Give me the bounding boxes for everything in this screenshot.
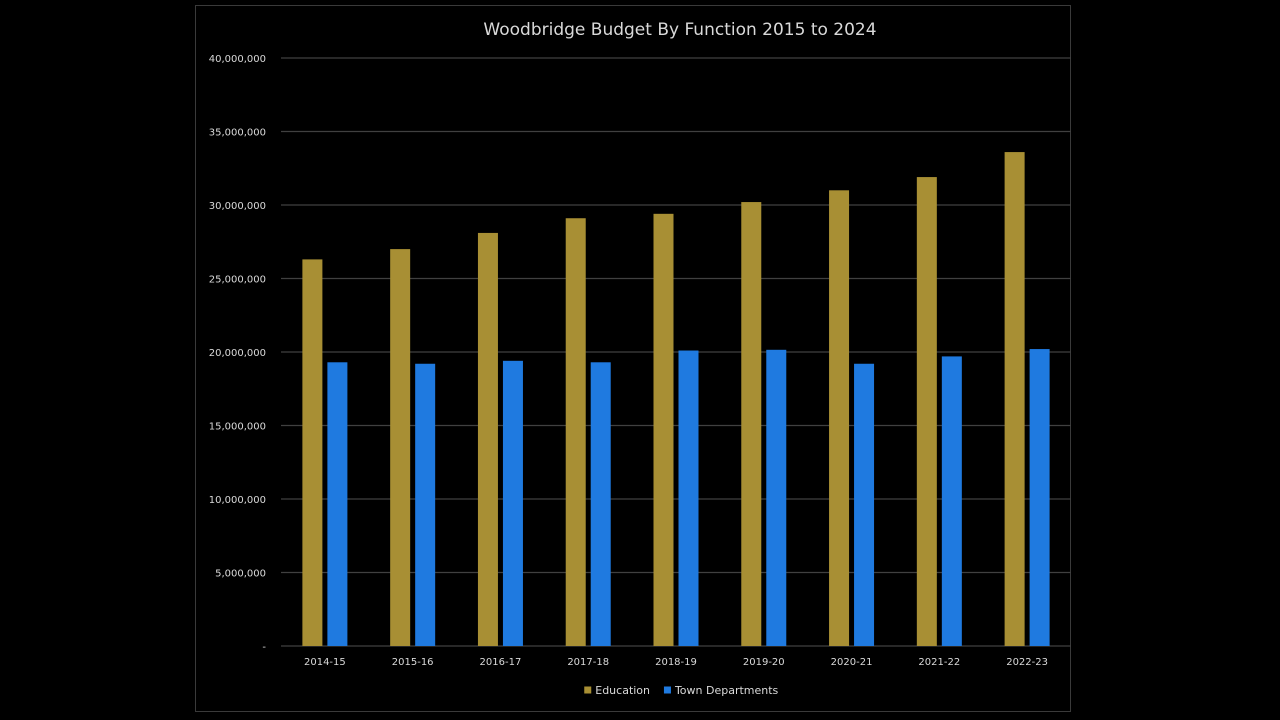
y-tick-label: 20,000,000: [209, 348, 266, 359]
bar-education-2014-15: [302, 259, 323, 646]
x-tick-label: 2022-23: [1006, 657, 1048, 668]
legend-label: Town Departments: [674, 684, 779, 697]
bar-town-departments-2015-16: [415, 363, 436, 646]
bar-education-2021-22: [916, 177, 937, 646]
x-tick-label: 2018-19: [655, 657, 697, 668]
bar-education-2018-19: [653, 213, 674, 646]
x-axis-tick-labels: 2014-15 2015-16 2016-17 2017-18 2018-19 2019-…: [304, 657, 1048, 668]
legend: Education Town Departments: [584, 684, 779, 697]
bar-town-departments-2017-18: [590, 362, 611, 646]
bar-education-2017-18: [565, 218, 586, 647]
bar-education-2015-16: [390, 249, 411, 646]
y-tick-label: 25,000,000: [209, 275, 266, 286]
x-tick-label: 2017-18: [567, 657, 609, 668]
bar-town-departments-2021-22: [941, 356, 962, 646]
x-tick-label: 2021-22: [918, 657, 960, 668]
chart-title: Woodbridge Budget By Function 2015 to 20…: [483, 20, 876, 40]
bar-town-departments-2022-23: [1029, 349, 1050, 646]
bar-education-2020-21: [829, 190, 850, 647]
bar-town-departments-2016-17: [502, 360, 523, 646]
bar-town-departments-2020-21: [854, 363, 875, 646]
legend-swatch: [584, 686, 592, 694]
x-tick-label: 2020-21: [831, 657, 873, 668]
bar-town-departments-2014-15: [327, 362, 348, 646]
y-tick-label: 5,000,000: [215, 569, 266, 580]
x-tick-label: 2016-17: [480, 657, 522, 668]
x-tick-label: 2019-20: [743, 657, 785, 668]
legend-swatch: [663, 686, 671, 694]
y-tick-label: 40,000,000: [209, 54, 266, 65]
y-tick-label: 30,000,000: [209, 201, 266, 212]
bar-education-2016-17: [477, 232, 498, 646]
y-tick-label: -: [262, 642, 266, 653]
y-tick-label: 15,000,000: [209, 422, 266, 433]
y-tick-label: 10,000,000: [209, 495, 266, 506]
y-axis-tick-labels: - 5,000,000 10,000,000 15,000,000 20,000,000…: [209, 54, 267, 653]
legend-label: Education: [595, 684, 650, 697]
x-tick-label: 2015-16: [392, 657, 434, 668]
bar-education-2022-23: [1004, 152, 1025, 646]
bars: [302, 152, 1050, 647]
bar-town-departments-2019-20: [766, 349, 787, 646]
x-tick-label: 2014-15: [304, 657, 346, 668]
gridlines: [281, 57, 1071, 647]
y-tick-label: 35,000,000: [209, 128, 266, 139]
bar-town-departments-2018-19: [678, 350, 699, 646]
bar-education-2019-20: [741, 202, 762, 646]
